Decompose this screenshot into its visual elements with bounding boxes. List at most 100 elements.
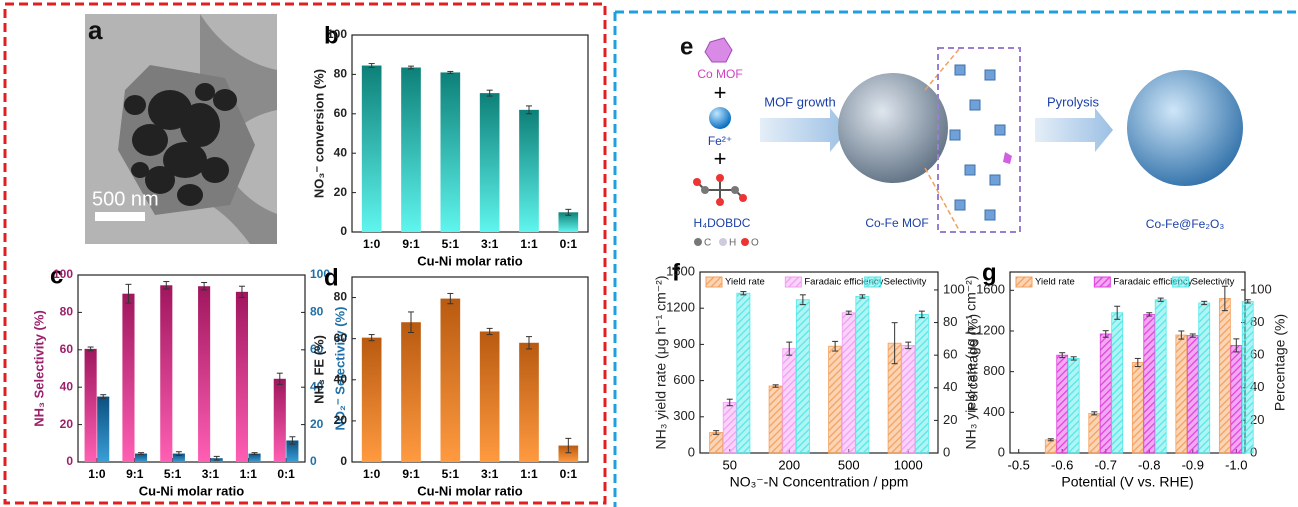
node-label: Fe²⁺ <box>708 134 732 148</box>
bar <box>519 109 539 232</box>
y-tick-label: 1600 <box>976 282 1005 297</box>
error-bar <box>905 341 912 350</box>
x-tick-label: 3:1 <box>202 467 220 481</box>
bar <box>1154 299 1167 454</box>
error-bar <box>565 437 572 454</box>
x-tick-label: 9:1 <box>402 237 420 251</box>
bar <box>1044 439 1057 454</box>
error-bar <box>1070 356 1077 361</box>
error-bar <box>1244 299 1251 304</box>
legend-swatch <box>1172 276 1190 288</box>
y-axis-label: NO₃⁻ conversion (%) <box>311 69 326 198</box>
error-bar <box>125 283 132 304</box>
y-tick-label: 60 <box>334 106 348 120</box>
error-bar <box>1091 411 1098 416</box>
y2-tick-label: 20 <box>310 417 324 431</box>
bar <box>914 313 929 454</box>
error-bar <box>1114 305 1121 320</box>
y2-tick-label: 100 <box>943 281 965 296</box>
plot-frame <box>351 34 589 233</box>
y2-tick-label: 0 <box>310 454 317 468</box>
bar <box>782 348 797 454</box>
x-axis-label: Cu-Ni molar ratio <box>417 253 523 268</box>
y-tick-label: 80 <box>334 67 348 81</box>
y2-tick-label: 80 <box>310 305 324 319</box>
y-tick-label: 0 <box>688 444 695 459</box>
plus: + <box>714 80 727 105</box>
y2-axis-label: NO₂⁻ Selectivity (%) <box>332 307 347 431</box>
y-tick-label: 40 <box>334 372 348 386</box>
y-tick-label: 80 <box>334 290 348 304</box>
bar <box>1186 335 1199 454</box>
bar <box>1230 344 1243 454</box>
bar <box>172 453 185 462</box>
atom-label: C <box>704 238 711 249</box>
error-bar <box>713 430 720 435</box>
bar <box>84 348 97 462</box>
legend-label: Selectivity <box>1192 277 1235 288</box>
plus: + <box>714 146 727 171</box>
y-tick-label: 20 <box>60 417 74 431</box>
y-tick-label: 900 <box>673 336 695 351</box>
y-tick-label: 60 <box>60 342 74 356</box>
y2-tick-label: 40 <box>310 379 324 393</box>
error-bar <box>845 310 852 315</box>
error-bar <box>859 294 866 299</box>
bar <box>97 396 110 462</box>
step-label: Pyrolysis <box>1047 94 1100 109</box>
x-tick-label: 1:0 <box>88 467 106 481</box>
x-tick-label: 200 <box>778 457 800 472</box>
bar <box>1067 358 1080 454</box>
step-label: MOF growth <box>764 94 836 109</box>
bar <box>248 453 261 462</box>
y2-axis-label: Percentage (%) <box>1272 314 1288 411</box>
bar <box>828 345 843 454</box>
error-bar <box>832 340 839 352</box>
y-axis-label: NH₃ Selectivity (%) <box>31 310 46 427</box>
bar <box>1218 298 1231 454</box>
error-bar <box>526 336 532 350</box>
bar <box>1175 334 1188 454</box>
bar <box>855 296 870 454</box>
y-tick-label: 600 <box>673 372 695 387</box>
y-tick-label: 1500 <box>666 263 695 278</box>
y-axis-label: NH₃ yield rate (μg h⁻¹ cm⁻²) <box>653 275 669 449</box>
bar <box>841 312 856 454</box>
error-bar <box>251 452 258 456</box>
y-tick-label: 20 <box>334 185 348 199</box>
x-tick-label: -0.5 <box>1008 457 1030 472</box>
x-tick-label: 5:1 <box>442 467 460 481</box>
plot-frame <box>351 276 589 463</box>
error-bar <box>918 310 925 319</box>
y-tick-label: 400 <box>983 404 1005 419</box>
x-tick-label: 3:1 <box>481 237 499 251</box>
y2-tick-label: 100 <box>1250 281 1272 296</box>
bar <box>440 72 461 233</box>
y-tick-label: 300 <box>673 408 695 423</box>
tem-image <box>85 14 277 244</box>
panel-label: f <box>672 259 681 286</box>
error-bar <box>276 372 283 385</box>
bar <box>558 445 579 462</box>
panel-label: d <box>324 264 339 291</box>
error-bar <box>175 451 182 456</box>
y-tick-label: 0 <box>340 454 347 468</box>
x-tick-label: 0:1 <box>560 467 578 481</box>
legend-label: Faradaic efficiency <box>804 277 883 288</box>
panel-label: a <box>88 15 103 45</box>
atom-label: O <box>751 238 759 249</box>
frame-left <box>3 2 607 505</box>
bar <box>235 291 249 462</box>
bar <box>768 385 783 454</box>
x-tick-label: 1:1 <box>520 237 538 251</box>
error-bar <box>1059 352 1066 359</box>
bar <box>1131 362 1144 454</box>
y-tick-label: 0 <box>340 224 347 238</box>
error-bar <box>138 452 145 456</box>
y-tick-label: 60 <box>334 331 348 345</box>
error-bar <box>486 327 493 336</box>
x-tick-label: 9:1 <box>126 467 144 481</box>
bar <box>795 299 810 454</box>
x-tick-label: 1:0 <box>363 237 381 251</box>
